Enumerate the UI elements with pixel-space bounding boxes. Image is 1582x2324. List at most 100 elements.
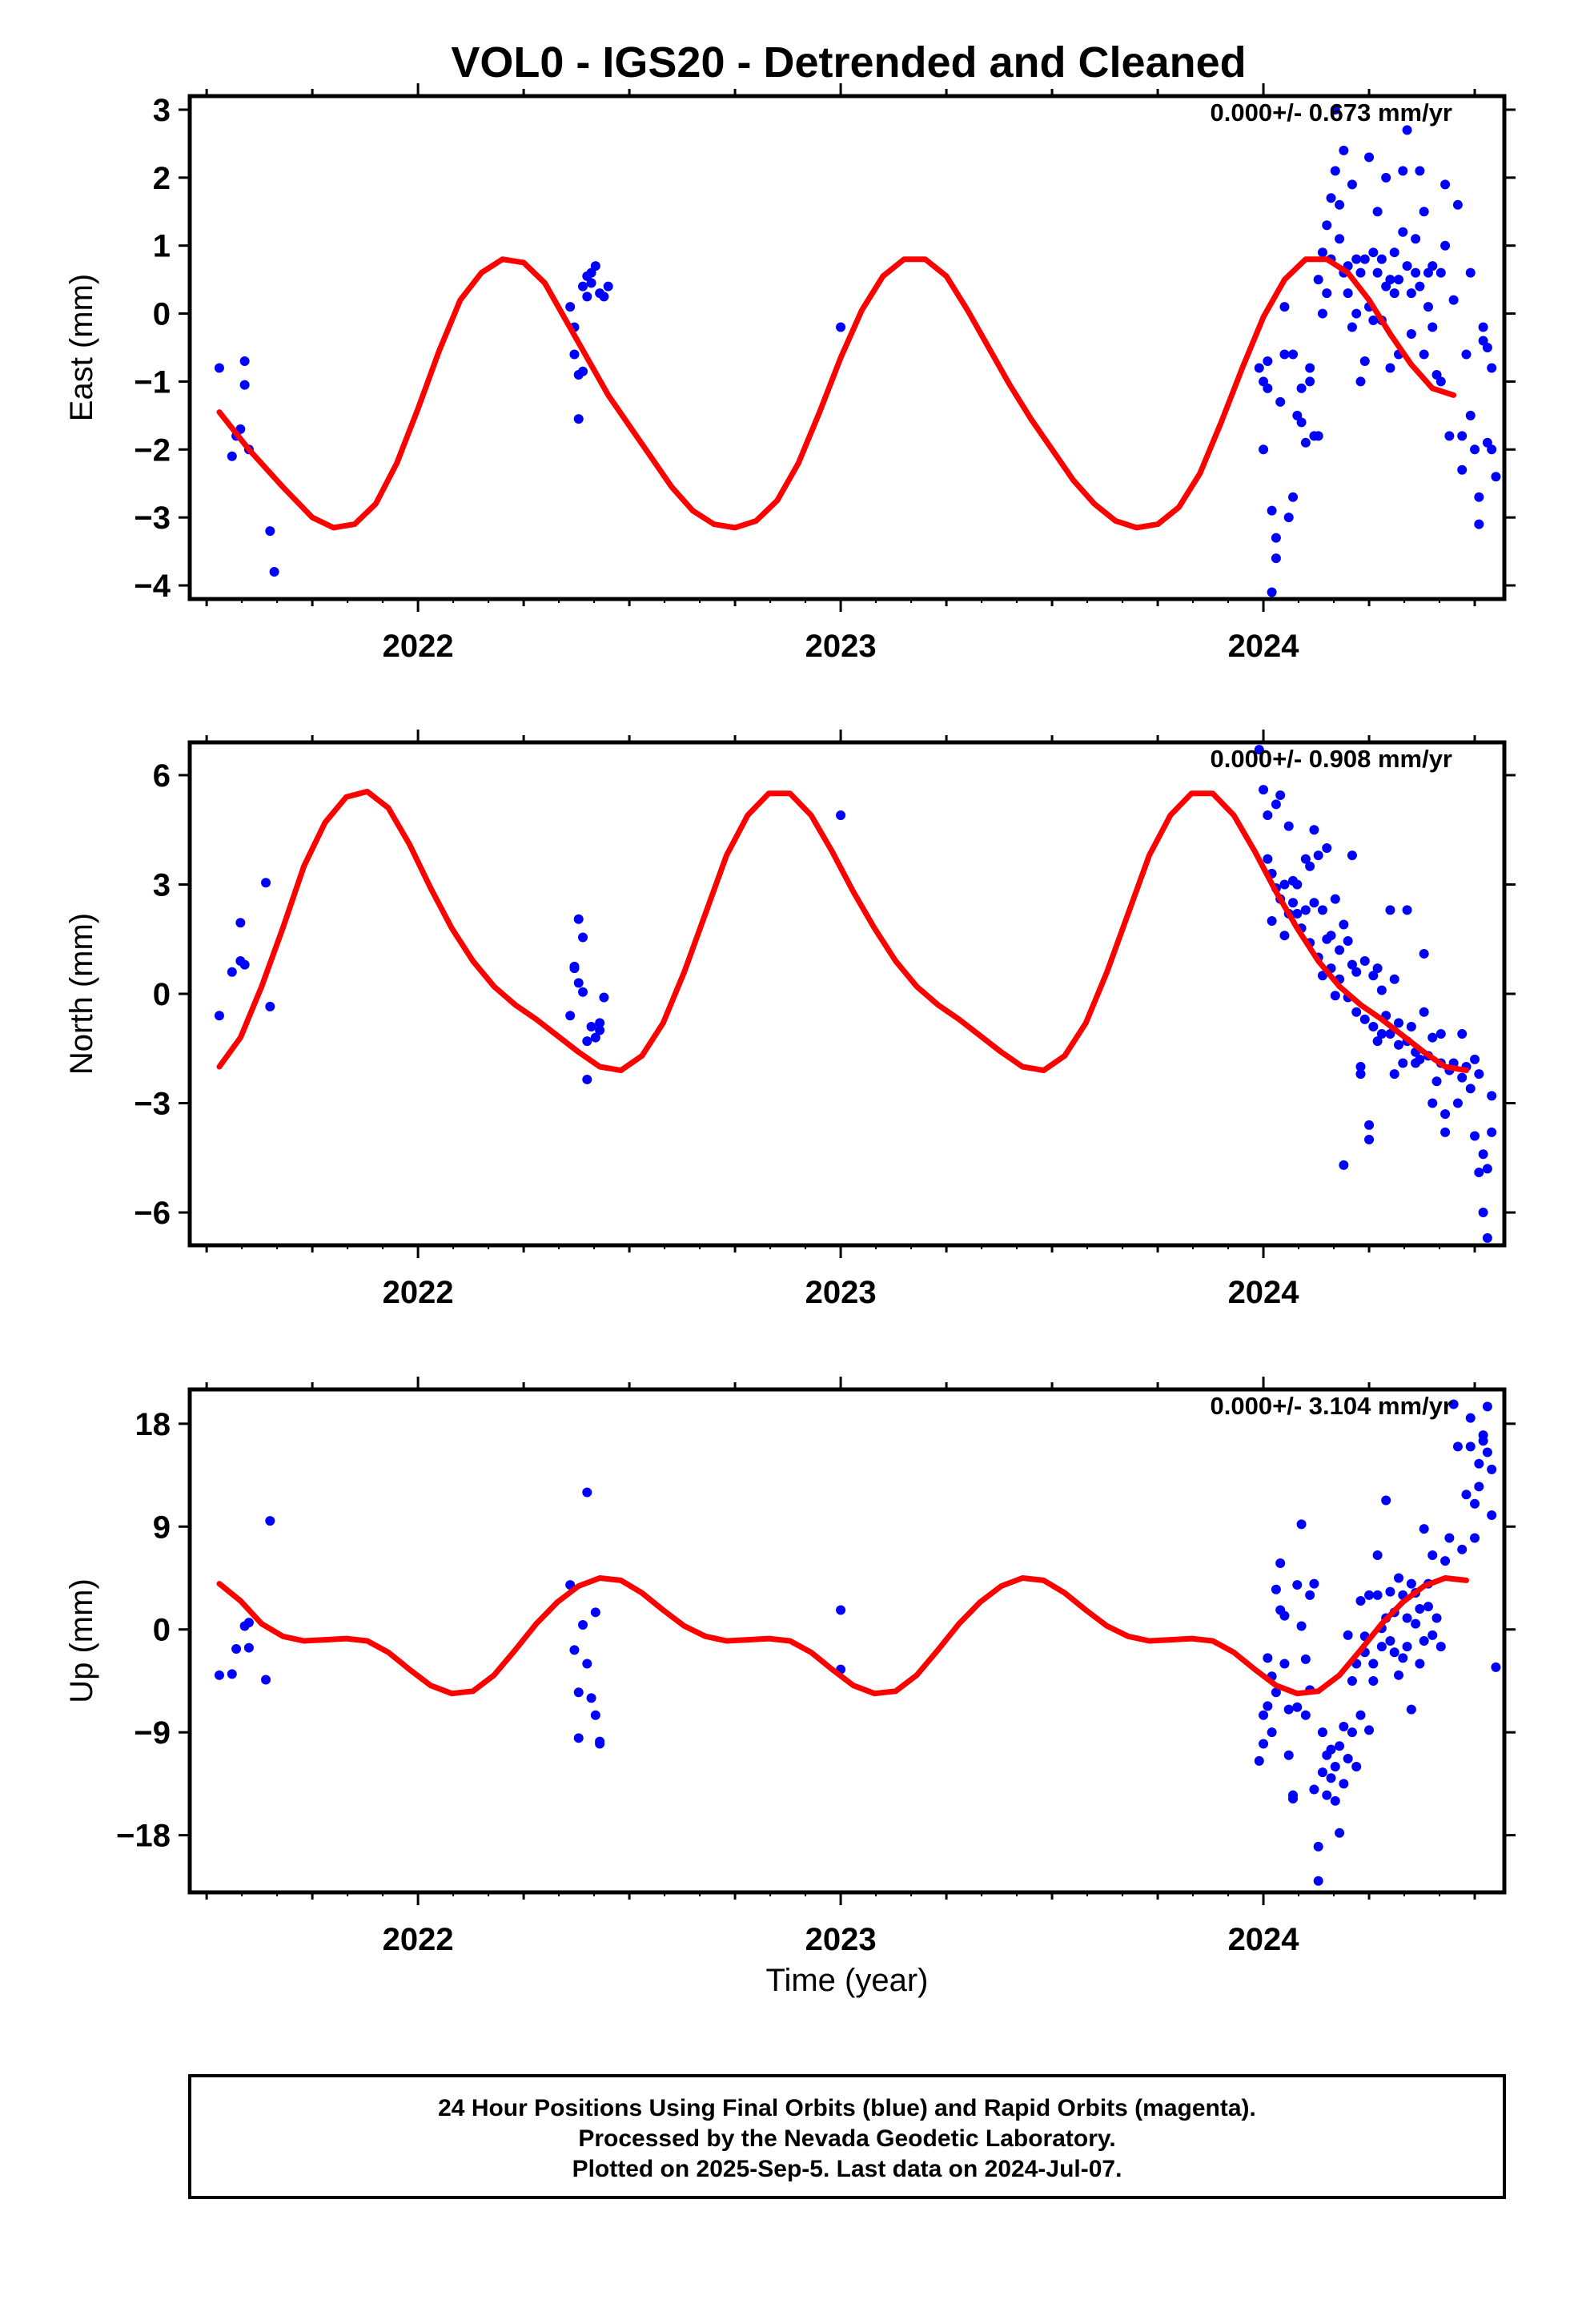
data-point (582, 1659, 592, 1669)
data-point (265, 1516, 275, 1526)
data-point (1419, 207, 1429, 217)
data-point (1474, 1482, 1484, 1492)
data-point (569, 963, 580, 974)
data-point (1351, 1762, 1362, 1771)
data-point (1491, 472, 1501, 482)
data-point (1313, 850, 1323, 861)
data-point (603, 281, 613, 292)
data-point (1271, 533, 1281, 543)
data-point (1411, 267, 1421, 278)
data-point (1335, 199, 1345, 210)
data-point (1355, 1062, 1366, 1072)
data-point (1372, 1590, 1383, 1600)
data-point (1351, 1007, 1362, 1017)
data-point (1267, 587, 1277, 597)
data-point (1440, 240, 1451, 251)
data-point (582, 1074, 592, 1084)
data-point (1482, 1164, 1492, 1174)
data-point (1435, 267, 1446, 278)
data-point (1335, 1827, 1345, 1838)
data-point (1259, 1710, 1269, 1720)
footer-box: 24 Hour Positions Using Final Orbits (bl… (188, 2074, 1506, 2199)
model-curve (216, 788, 1469, 1074)
data-point (1259, 1739, 1269, 1749)
data-point (1359, 956, 1370, 967)
data-point (1372, 1036, 1383, 1047)
data-point (1347, 322, 1357, 332)
data-point (1452, 199, 1463, 210)
panel-up: 2022 2023 2024 18 9 0 −9 −18 Up (mm) 0.000+/- 3.1… (64, 1377, 1516, 1957)
model-curve (216, 1575, 1469, 1697)
data-point (1457, 1029, 1468, 1039)
data-point (1385, 1586, 1395, 1597)
data-point (1419, 1636, 1429, 1646)
data-point (1263, 1701, 1273, 1711)
data-point (1427, 1032, 1438, 1043)
data-point (1339, 1160, 1349, 1170)
data-point (1444, 1533, 1455, 1543)
data-point (1482, 1401, 1492, 1412)
data-point (1326, 193, 1336, 203)
data-point (1355, 1596, 1366, 1606)
data-point (1465, 267, 1476, 278)
data-point (1263, 1653, 1273, 1663)
data-point (1440, 1127, 1451, 1137)
data-point (1470, 1533, 1480, 1543)
data-point (1411, 1618, 1421, 1629)
data-point (569, 1645, 580, 1655)
data-point (1364, 1120, 1375, 1130)
data-point (1419, 948, 1429, 959)
y-tick-label: −3 (134, 501, 171, 536)
data-point (1385, 905, 1395, 915)
data-point (243, 1642, 254, 1653)
data-point (1406, 1704, 1416, 1715)
data-point (1487, 1510, 1497, 1520)
data-point (1376, 985, 1387, 995)
y-tick-label: 0 (153, 977, 171, 1012)
x-tick-label: 2022 (383, 629, 454, 664)
data-point (1292, 1702, 1303, 1712)
data-point (1339, 919, 1349, 930)
y-tick-label: −2 (134, 432, 171, 468)
data-point (590, 1710, 600, 1720)
y-tick-label: −9 (134, 1715, 171, 1751)
data-point (1364, 1590, 1375, 1600)
data-point (1394, 1573, 1404, 1583)
data-point (1347, 850, 1357, 861)
data-point (1271, 799, 1281, 810)
data-point (1431, 1076, 1442, 1087)
data-point (1313, 275, 1323, 285)
data-point (1470, 1498, 1480, 1509)
data-point (227, 451, 237, 461)
data-point (1415, 1054, 1425, 1064)
data-point (1335, 1741, 1345, 1751)
data-point (1296, 383, 1307, 393)
y-tick-label: 1 (153, 229, 171, 264)
data-point (1351, 254, 1362, 264)
data-point (1478, 1436, 1488, 1446)
data-point (1448, 295, 1459, 305)
data-point (1335, 234, 1345, 244)
data-point (569, 349, 580, 360)
data-point (1322, 220, 1332, 231)
model-curve (216, 256, 1457, 531)
data-point (1283, 513, 1294, 523)
data-point (1343, 288, 1353, 299)
data-point (1275, 790, 1286, 800)
data-point (582, 1036, 592, 1047)
data-point (1259, 444, 1269, 455)
data-point (1309, 825, 1319, 835)
data-point (1305, 363, 1315, 373)
data-point (214, 1670, 224, 1680)
rate-label: 0.000+/- 0.908 mm/yr (1211, 745, 1452, 773)
data-point (1313, 431, 1323, 441)
data-point (1478, 1208, 1488, 1218)
data-point (1313, 1841, 1323, 1852)
data-point (1254, 745, 1264, 755)
data-point (1254, 1755, 1264, 1766)
data-point (214, 363, 224, 373)
data-point (1474, 492, 1484, 502)
data-point (1402, 1642, 1412, 1652)
data-point (1415, 281, 1425, 292)
